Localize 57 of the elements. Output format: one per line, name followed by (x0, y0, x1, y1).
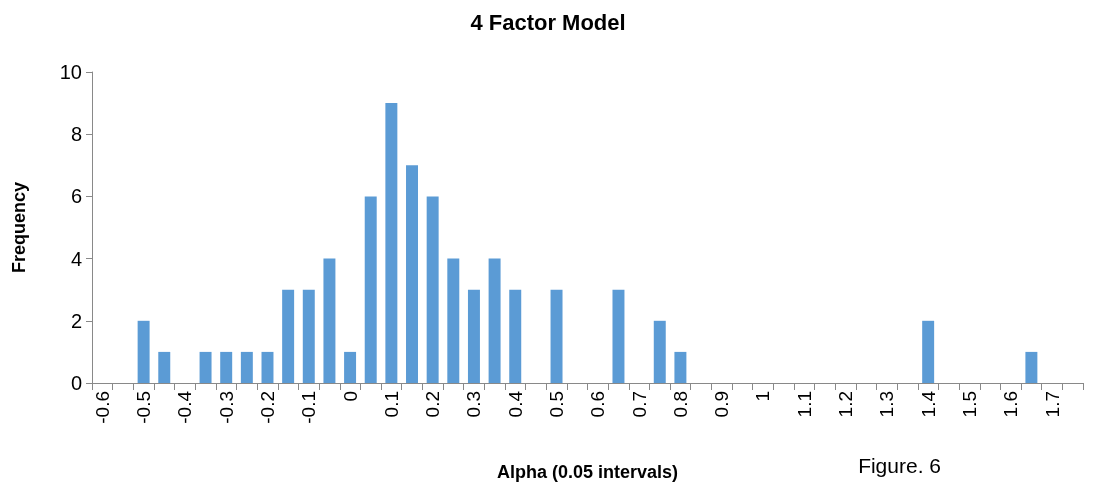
x-tick-label: -0.6 (91, 391, 113, 424)
bar (323, 258, 336, 383)
bar (344, 351, 357, 383)
x-tick-label: -0.3 (215, 391, 237, 424)
y-tick-label: 4 (70, 247, 82, 270)
x-tick-label: 0.5 (546, 391, 568, 418)
x-tick-label: -0.2 (256, 391, 278, 424)
bar (922, 320, 935, 383)
bar (158, 351, 171, 383)
x-tick-label: 0 (339, 391, 361, 402)
x-tick-label: 1.5 (958, 391, 980, 418)
x-tick-label: -0.4 (174, 390, 196, 424)
chart-title: 4 Factor Model (470, 9, 626, 35)
x-tick-label: 0.3 (463, 391, 485, 418)
y-tick-label: 6 (70, 185, 82, 208)
x-tick-label: 0.8 (669, 391, 691, 418)
bar (302, 289, 315, 383)
bar (385, 103, 398, 383)
x-tick-label: 0.9 (711, 391, 733, 418)
x-tick-label: 0.7 (628, 391, 650, 418)
bar (426, 196, 439, 383)
x-tick-label: 1.3 (876, 391, 898, 418)
bar (240, 351, 253, 383)
bar (406, 165, 418, 383)
x-axis-title: Alpha (0.05 intervals) (496, 462, 679, 482)
x-tick-label: 0.2 (422, 391, 444, 418)
bar (447, 258, 460, 383)
bar (550, 289, 563, 383)
y-tick-label: 2 (70, 309, 82, 332)
bar (220, 351, 233, 383)
bar (653, 320, 666, 383)
x-tick-label: 1.6 (1000, 391, 1022, 418)
y-axis-title: Frequency (9, 181, 29, 274)
bar (282, 289, 295, 383)
x-tick-label: 1.1 (793, 391, 815, 418)
bar (364, 196, 377, 383)
x-tick-label: 1.4 (917, 390, 939, 418)
y-tick-label: 10 (59, 61, 82, 83)
x-tick-label: 1 (752, 391, 774, 402)
x-tick-label: 0.4 (504, 390, 526, 418)
bar (612, 289, 625, 383)
y-tick-label: 8 (70, 123, 82, 146)
bar (488, 258, 501, 383)
x-tick-label: 0.6 (587, 391, 609, 418)
x-tick-label: -0.5 (133, 391, 155, 424)
x-tick-label: 0.1 (380, 391, 402, 418)
bar (261, 351, 274, 383)
x-tick-label: 1.7 (1041, 391, 1063, 418)
bar (1025, 351, 1038, 383)
bar (467, 289, 480, 383)
bar (137, 320, 150, 383)
text: Figure. 6 (858, 454, 941, 477)
bar (509, 289, 522, 383)
x-tick-label: -0.1 (298, 391, 320, 424)
bar (199, 351, 212, 383)
x-tick-label: 1.2 (835, 391, 857, 418)
bar (674, 351, 687, 383)
